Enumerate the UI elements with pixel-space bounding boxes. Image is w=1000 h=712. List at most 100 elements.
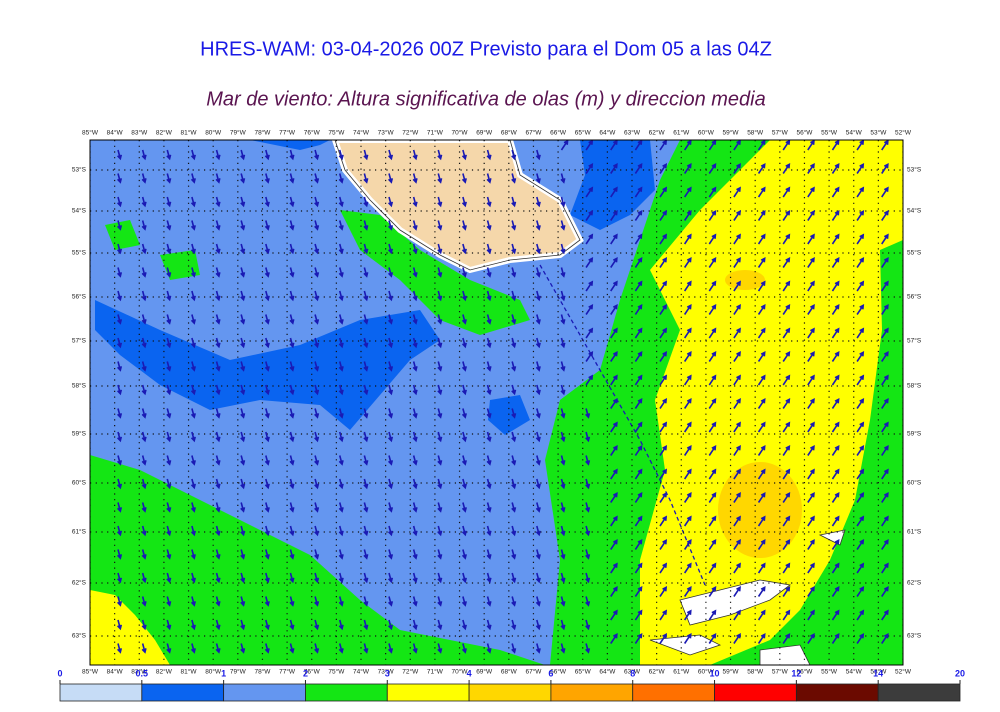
wave-arrow xyxy=(535,549,541,560)
wave-arrow xyxy=(412,220,418,231)
wave-arrow xyxy=(683,444,692,456)
wave-arrow xyxy=(610,303,618,315)
wave-arrow xyxy=(659,280,668,292)
wave-arrow xyxy=(363,173,369,184)
lon-label: 83°W xyxy=(131,129,148,137)
wave-arrow xyxy=(314,173,320,184)
wave-arrow xyxy=(585,186,594,198)
wave-arrow xyxy=(412,384,418,396)
wave-arrow xyxy=(610,585,618,597)
wave-arrow xyxy=(856,374,865,386)
lon-label: 52°W xyxy=(895,668,912,676)
wave-arrow xyxy=(511,337,517,349)
wave-arrow xyxy=(831,162,840,174)
colorbar-tick-label: 10 xyxy=(710,668,720,678)
wave-arrow xyxy=(486,361,492,372)
lat-label: 57°S xyxy=(72,337,87,345)
wave-arrow xyxy=(412,596,418,607)
wave-arrow xyxy=(757,515,766,527)
wave-arrow xyxy=(659,209,668,221)
wave-arrow xyxy=(683,515,692,527)
wave-arrow xyxy=(881,562,889,574)
wave-arrow xyxy=(782,280,791,292)
wave-arrow xyxy=(683,632,692,644)
wave-arrow xyxy=(289,619,295,631)
wave-arrow xyxy=(289,455,295,466)
wave-arrow xyxy=(535,572,541,584)
wave-arrow xyxy=(215,243,221,255)
wave-arrow xyxy=(116,408,123,419)
wave-arrow xyxy=(338,549,344,560)
wave-arrow xyxy=(190,619,196,631)
wave-arrow xyxy=(610,374,618,386)
wave-arrow xyxy=(240,267,246,278)
wave-arrow xyxy=(412,455,418,466)
wave-arrow xyxy=(338,596,344,607)
wave-arrow xyxy=(363,337,369,349)
wave-arrow xyxy=(486,314,492,325)
wave-arrow xyxy=(264,384,270,396)
lat-label: 55°S xyxy=(72,249,87,257)
wave-arrow xyxy=(116,455,123,466)
wave-arrow xyxy=(264,643,270,654)
wave-arrow xyxy=(535,455,541,466)
wave-arrow xyxy=(683,186,692,198)
wave-arrow xyxy=(461,196,467,208)
wave-arrow xyxy=(166,361,172,372)
wave-arrow xyxy=(437,337,443,349)
wave-arrow xyxy=(314,431,320,443)
wave-arrow xyxy=(166,384,172,396)
wave-arrow xyxy=(708,397,717,409)
lon-label: 84°W xyxy=(107,129,124,137)
lon-label: 75°W xyxy=(328,129,345,137)
wave-arrow xyxy=(486,549,492,560)
wave-arrow xyxy=(659,491,668,503)
wave-arrow xyxy=(782,585,791,597)
wave-arrow xyxy=(363,596,369,607)
wave-arrow xyxy=(807,186,815,198)
wave-arrow xyxy=(831,233,840,245)
wave-arrow xyxy=(314,478,320,490)
wave-arrow xyxy=(486,337,492,349)
wave-arrow xyxy=(116,619,123,631)
wave-arrow xyxy=(856,162,865,174)
wave-arrow xyxy=(461,267,467,278)
wave-arrow xyxy=(141,384,147,396)
wave-arrow xyxy=(461,596,467,607)
wave-arrow xyxy=(461,478,467,490)
wave-arrow xyxy=(535,243,541,255)
wave-arrow xyxy=(363,619,369,631)
wave-arrow xyxy=(215,220,221,231)
wave-arrow xyxy=(733,562,741,574)
wave-arrow xyxy=(437,572,443,584)
wave-arrow xyxy=(437,149,443,161)
wave-arrow xyxy=(511,314,517,325)
wave-arrow xyxy=(659,327,668,339)
wave-arrow xyxy=(708,327,717,339)
colorbar-segment xyxy=(714,683,797,702)
wave-arrow xyxy=(757,538,766,550)
wave-arrow xyxy=(560,643,566,654)
wave-arrow xyxy=(634,350,643,362)
wave-arrow xyxy=(215,361,221,372)
colorbar-segment xyxy=(223,683,306,702)
wave-arrow xyxy=(190,502,196,513)
lon-label: 73°W xyxy=(378,129,395,137)
wave-arrow xyxy=(560,173,566,184)
wave-arrow xyxy=(412,502,418,513)
wave-arrow xyxy=(412,572,418,584)
wave-arrow xyxy=(363,220,369,231)
lat-label: 63°S xyxy=(907,632,922,640)
wave-arrow xyxy=(683,303,692,315)
wave-arrow xyxy=(240,196,246,208)
axis-labels: 85°W 85°W 84°W 84°W 83°W 83°W 82°W 82°W 81°W 81°W… xyxy=(72,129,922,676)
wave-arrow xyxy=(881,350,889,362)
wave-arrow xyxy=(807,303,815,315)
lon-label: 66°W xyxy=(550,129,567,137)
wave-arrow xyxy=(387,643,394,654)
wave-arrow xyxy=(289,408,295,419)
lon-label: 79°W xyxy=(230,129,247,137)
wave-arrow xyxy=(511,619,517,631)
wave-arrow xyxy=(634,162,643,174)
lon-label: 65°W xyxy=(575,668,592,676)
